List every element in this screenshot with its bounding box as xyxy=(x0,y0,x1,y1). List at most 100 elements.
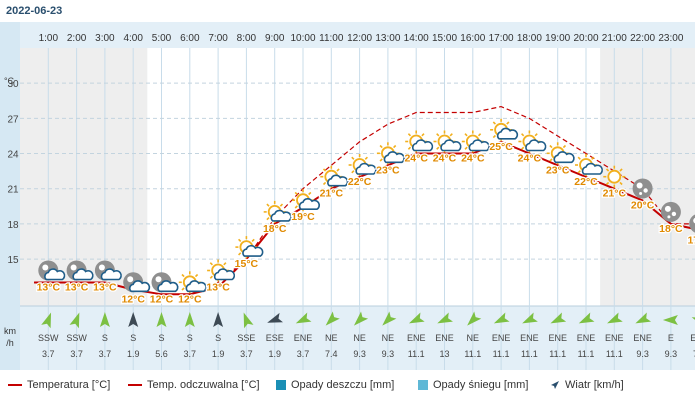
cloud-icon xyxy=(44,268,66,281)
legend-item-temperature: Temperatura [°C] xyxy=(8,379,110,391)
sun-ray xyxy=(449,133,453,137)
wind-speed-label: 9.3 xyxy=(382,349,395,359)
wind-arrow-shape xyxy=(578,312,595,324)
weather-icon-sun-cloud xyxy=(518,130,547,153)
weather-icon-sun-cloud xyxy=(178,271,207,294)
wind-speed-label: 13 xyxy=(439,349,449,359)
hour-label: 2:00 xyxy=(67,33,87,44)
cloud-shape xyxy=(72,268,94,281)
sun-ray xyxy=(351,156,355,160)
sun-icon xyxy=(603,165,626,188)
weather-icon-moon-cloud xyxy=(94,260,122,281)
chart-legend: Temperatura [°C] Temp. odczuwalna [°C] O… xyxy=(0,374,695,396)
sun-ray xyxy=(492,121,496,125)
wind-arrow-shape xyxy=(184,312,195,327)
temp-point-label: 21°C xyxy=(320,188,344,200)
moon-disc xyxy=(660,201,681,222)
sun-ray xyxy=(393,144,397,149)
cloud-shape xyxy=(355,162,377,175)
temp-point-label: 23°C xyxy=(546,164,570,176)
wind-speed-label: 9.3 xyxy=(353,349,366,359)
wind-arrow-shape xyxy=(353,311,369,326)
cloud-shape xyxy=(525,139,547,152)
cloud-icon xyxy=(553,151,575,164)
cloud-icon xyxy=(72,268,94,281)
hour-label: 20:00 xyxy=(573,33,598,44)
wind-direction-label: ENE xyxy=(605,333,624,343)
weather-icon-sun-cloud xyxy=(405,130,434,153)
temperature-swatch xyxy=(8,384,22,386)
wind-arrow-icon xyxy=(437,312,453,324)
cloud-shape xyxy=(383,151,405,164)
wind-arrow-shape xyxy=(493,312,510,324)
sun-ray xyxy=(351,170,355,174)
temp-point-label: 19°C xyxy=(291,211,315,223)
wind-direction-label: ENE xyxy=(492,333,511,343)
wind-direction-label: ENE xyxy=(577,333,596,343)
wind-arrow-shape xyxy=(437,312,453,324)
moon-crater xyxy=(98,264,105,271)
sun-ray xyxy=(294,191,298,196)
legend-item-wind: Wiatr [km/h] xyxy=(550,379,624,391)
wind-arrow-icon xyxy=(522,312,538,324)
wind-arrow-shape xyxy=(41,312,52,329)
temp-point-label: 24°C xyxy=(518,153,542,165)
temp-point-label: 13°C xyxy=(206,282,230,294)
wind-arrow-icon xyxy=(267,312,283,323)
wind-arrow-icon xyxy=(578,312,595,324)
sun-ray xyxy=(619,168,623,172)
weather-icon-moon-cloud xyxy=(151,272,179,293)
sun-ray xyxy=(379,144,383,149)
weather-icon-sun-cloud xyxy=(490,118,519,141)
wind-arrow-icon xyxy=(156,312,167,327)
moon-crater xyxy=(70,264,77,271)
sun-ray xyxy=(549,158,553,162)
cloud-icon xyxy=(327,174,349,187)
hour-label: 6:00 xyxy=(180,33,200,44)
weather-icon-moon xyxy=(632,178,653,199)
wind-direction-label: NE xyxy=(325,333,338,343)
cloud-icon xyxy=(355,162,377,175)
sun-ray xyxy=(181,287,185,291)
wind-direction-label: NE xyxy=(382,333,395,343)
wind-speed-label: 11.1 xyxy=(408,349,425,359)
moon-crater xyxy=(667,215,671,219)
hour-label: 22:00 xyxy=(630,33,655,44)
cloud-icon xyxy=(213,268,236,281)
legend-label-rain: Opady deszczu [mm] xyxy=(291,379,395,391)
temp-point-label: 25°C xyxy=(489,141,513,153)
sun-ray xyxy=(436,133,440,137)
y-tick-label: 21 xyxy=(7,185,19,196)
wind-direction-label: ESE xyxy=(690,333,695,343)
wind-arrow-icon xyxy=(493,312,510,324)
sun-ray xyxy=(322,168,327,172)
temp-point-label: 13°C xyxy=(65,282,89,294)
wind-arrow-icon xyxy=(408,312,425,324)
wind-speed-label: 11.1 xyxy=(493,349,510,359)
hour-label: 12:00 xyxy=(347,33,372,44)
sun-ray xyxy=(266,217,270,221)
temp-point-label: 24°C xyxy=(461,153,485,165)
sun-ray xyxy=(238,238,242,242)
wind-arrow-icon xyxy=(467,311,482,326)
y-tick-label: 24 xyxy=(7,150,19,161)
wind-arrow-icon xyxy=(41,312,52,329)
cloud-shape xyxy=(213,268,236,281)
cloud-shape xyxy=(129,280,151,293)
wind-speed-label: 1.9 xyxy=(127,349,140,359)
cloud-icon xyxy=(129,280,151,293)
sun-ray xyxy=(464,133,468,137)
temp-point-label: 17°C xyxy=(687,235,695,247)
cloud-shape xyxy=(270,209,292,222)
sun-ray xyxy=(308,191,312,196)
wind-speed-label: 11.1 xyxy=(464,349,481,359)
sun-ray xyxy=(436,146,440,150)
weather-icon-sun-cloud xyxy=(235,236,264,259)
wind-speed-label: 9.3 xyxy=(665,349,678,359)
sun-ray xyxy=(534,133,538,137)
wind-arrow-shape xyxy=(267,312,283,323)
wind-arrow-icon xyxy=(662,315,678,325)
sun-ray xyxy=(279,203,284,207)
hour-label: 23:00 xyxy=(658,33,683,44)
temp-point-label: 13°C xyxy=(37,282,61,294)
